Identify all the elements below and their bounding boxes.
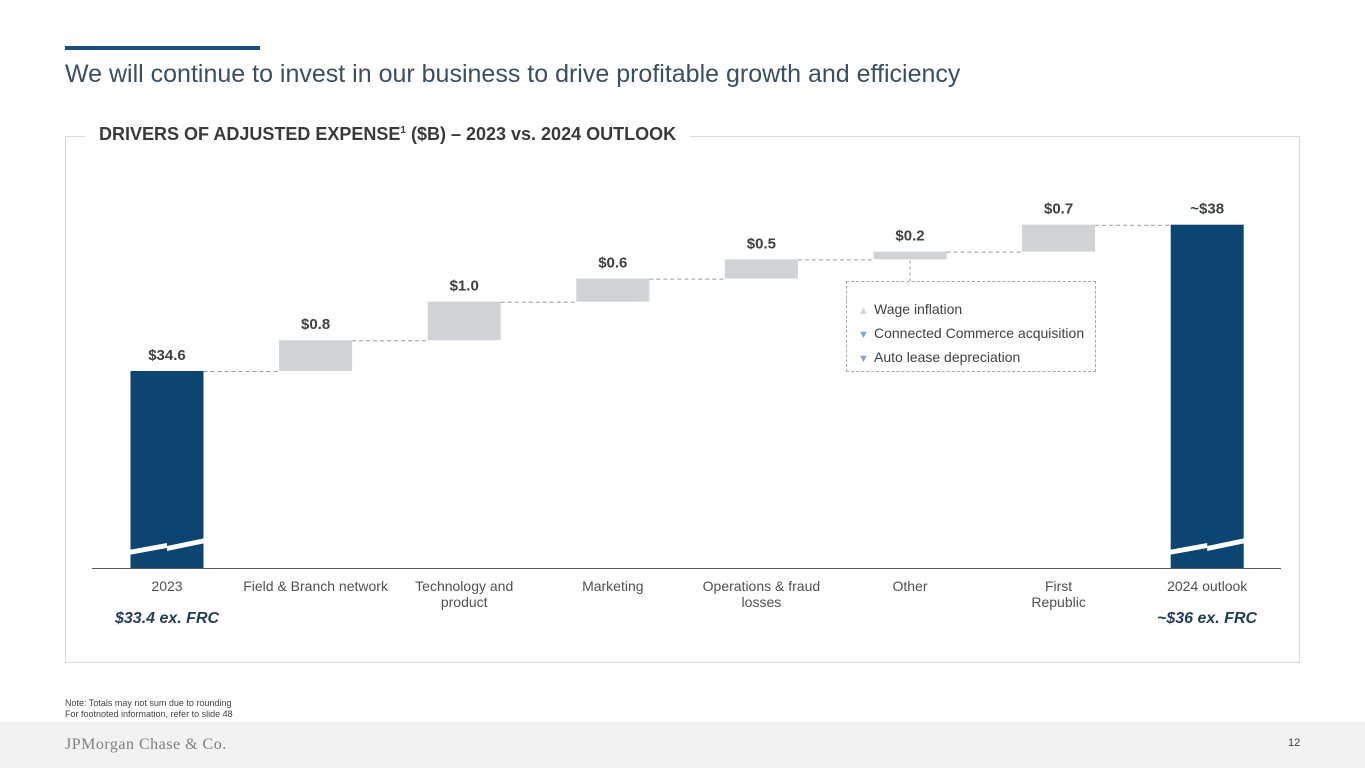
callout-label: Wage inflation: [874, 301, 963, 317]
note-footnote-reference: For footnoted information, refer to slid…: [65, 709, 233, 719]
page-title: We will continue to invest in our busine…: [65, 60, 961, 88]
company-logo: JPMorgan Chase & Co.: [65, 736, 227, 753]
category-label: Other: [892, 578, 927, 594]
bar-2024-outlook: [1170, 224, 1244, 568]
page-number: 12: [1288, 737, 1301, 749]
callout-item-auto-lease: ▼ Auto lease depreciation: [858, 346, 1095, 370]
callout-item-wage-inflation: ▲ Wage inflation: [858, 298, 1095, 322]
title-accent-line: [65, 46, 260, 50]
triangle-down-icon: ▼: [858, 353, 869, 365]
bar-field-branch-network: [279, 340, 353, 371]
category-label: Technology and product: [415, 578, 513, 610]
chart-title-footnote: 1: [400, 125, 406, 136]
value-label: $0.6: [598, 255, 627, 272]
chart-title-suffix: ($B) – 2023 vs. 2024 OUTLOOK: [405, 124, 677, 144]
category-label: Operations & fraud losses: [703, 578, 821, 610]
value-label: $0.8: [301, 316, 330, 333]
category-label: 2023: [151, 578, 182, 594]
category-label: Field & Branch network: [243, 578, 389, 594]
triangle-up-icon: ▲: [858, 305, 869, 317]
triangle-down-icon: ▼: [858, 329, 869, 341]
bar-technology-and-product: [427, 301, 501, 341]
category-label: Marketing: [582, 578, 643, 594]
value-label: $0.2: [895, 228, 924, 245]
footer-bar: [0, 722, 1365, 768]
bar-2023: [130, 371, 204, 568]
ex-frc-start-label: $33.4 ex. FRC: [115, 610, 220, 627]
category-label: 2024 outlook: [1167, 578, 1248, 594]
category-label: First Republic: [1031, 578, 1085, 610]
value-label: $0.7: [1044, 201, 1073, 218]
bar-operations-fraud-losses: [724, 259, 798, 279]
other-drivers-callout: ▲ Wage inflation ▼ Connected Commerce acqu…: [846, 281, 1096, 372]
value-label: $0.5: [747, 235, 776, 252]
value-label: ~$38: [1190, 201, 1224, 218]
callout-label: Connected Commerce acquisition: [874, 325, 1085, 341]
value-label: $34.6: [148, 347, 186, 364]
footnotes: Note: Totals may not sum due to rounding…: [65, 698, 233, 720]
value-label: $1.0: [450, 278, 479, 295]
chart-title: DRIVERS OF ADJUSTED EXPENSE1 ($B) – 2023…: [85, 124, 691, 145]
bar-marketing: [576, 278, 650, 302]
axis-break-mark: [1168, 538, 1246, 555]
bar-first-republic: [1022, 224, 1096, 252]
chart-title-text: DRIVERS OF ADJUSTED EXPENSE: [99, 124, 401, 144]
bar-other: [873, 251, 947, 260]
callout-label: Auto lease depreciation: [874, 349, 1021, 365]
callout-item-connected-commerce: ▼ Connected Commerce acquisition: [858, 322, 1095, 346]
note-rounding: Note: Totals may not sum due to rounding: [65, 698, 232, 708]
axis-break-mark: [128, 538, 206, 555]
ex-frc-end-label: ~$36 ex. FRC: [1157, 610, 1258, 627]
